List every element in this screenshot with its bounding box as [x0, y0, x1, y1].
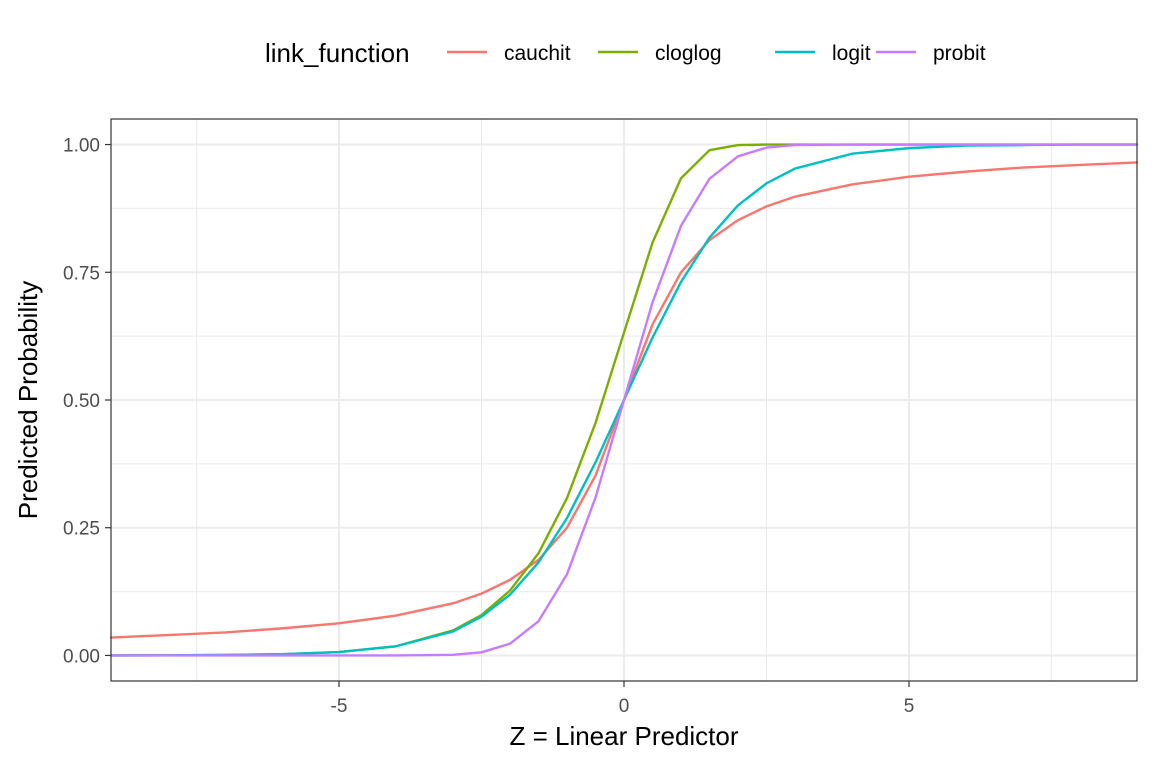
legend-label-cloglog: cloglog: [655, 42, 722, 65]
legend-title: link_function: [265, 38, 410, 68]
x-tick-label: 5: [904, 696, 915, 717]
legend-label-logit: logit: [832, 42, 871, 65]
y-tick-label: 1.00: [63, 136, 100, 157]
y-tick-label: 0.25: [63, 519, 100, 540]
axis-ticks: [105, 143, 910, 687]
x-tick-label: 0: [619, 696, 630, 717]
tick-labels: -5 0 5 0.00 0.25 0.50 0.75 1.00: [63, 136, 914, 717]
series-lines: [109, 143, 1139, 657]
y-tick-label: 0.50: [63, 391, 100, 412]
series-line-probit: [109, 143, 1139, 657]
x-axis-title: Z = Linear Predictor: [509, 721, 738, 751]
x-tick-label: -5: [331, 696, 348, 717]
y-tick-label: 0.00: [63, 646, 100, 667]
legend-label-cauchit: cauchit: [504, 42, 571, 65]
legend: link_function cauchit cloglog logit probit: [265, 38, 986, 68]
legend-label-probit: probit: [933, 42, 986, 65]
y-axis-title: Predicted Probability: [13, 281, 43, 519]
y-tick-label: 0.75: [63, 263, 100, 284]
